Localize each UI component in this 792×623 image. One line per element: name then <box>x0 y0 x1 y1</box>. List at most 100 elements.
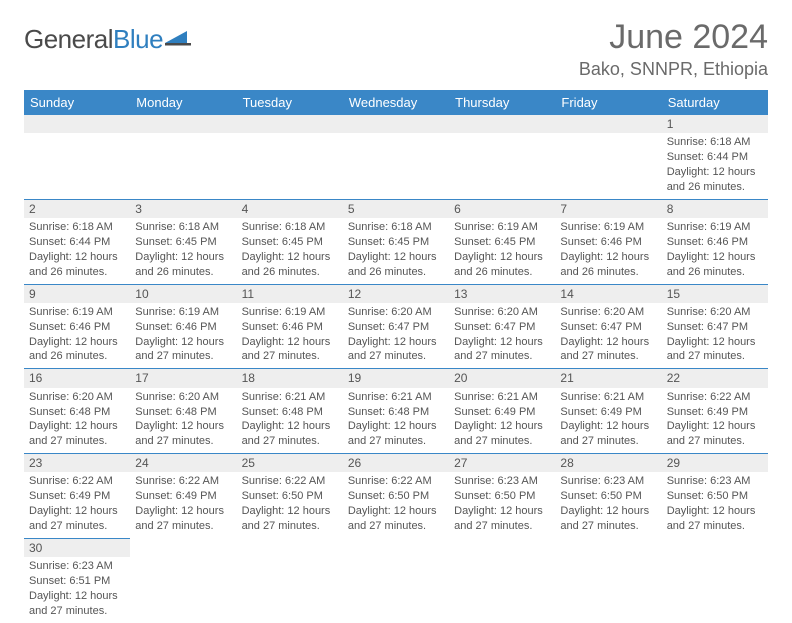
day-line-d2: and 27 minutes. <box>29 519 125 534</box>
day-number: 6 <box>449 200 555 218</box>
day-line-sr: Sunrise: 6:21 AM <box>242 390 338 405</box>
day-data: Sunrise: 6:23 AMSunset: 6:51 PMDaylight:… <box>24 557 130 622</box>
day-line-d1: Daylight: 12 hours <box>667 165 763 180</box>
calendar-cell: 29Sunrise: 6:23 AMSunset: 6:50 PMDayligh… <box>662 454 768 539</box>
calendar-cell: 26Sunrise: 6:22 AMSunset: 6:50 PMDayligh… <box>343 454 449 539</box>
day-line-d1: Daylight: 12 hours <box>135 335 231 350</box>
day-line-d2: and 27 minutes. <box>135 519 231 534</box>
day-line-d1: Daylight: 12 hours <box>29 250 125 265</box>
day-line-sr: Sunrise: 6:19 AM <box>242 305 338 320</box>
day-data: Sunrise: 6:18 AMSunset: 6:45 PMDaylight:… <box>130 218 236 283</box>
calendar-cell: 25Sunrise: 6:22 AMSunset: 6:50 PMDayligh… <box>237 454 343 539</box>
day-line-d2: and 27 minutes. <box>454 434 550 449</box>
day-number: 1 <box>662 115 768 133</box>
day-line-d2: and 27 minutes. <box>667 434 763 449</box>
weekday-header: Sunday <box>24 90 130 115</box>
day-data: Sunrise: 6:23 AMSunset: 6:50 PMDaylight:… <box>449 472 555 537</box>
day-line-sr: Sunrise: 6:20 AM <box>454 305 550 320</box>
day-line-d1: Daylight: 12 hours <box>454 250 550 265</box>
day-line-d1: Daylight: 12 hours <box>135 504 231 519</box>
day-line-d2: and 26 minutes. <box>560 265 656 280</box>
location: Bako, SNNPR, Ethiopia <box>579 59 768 80</box>
calendar-cell: 28Sunrise: 6:23 AMSunset: 6:50 PMDayligh… <box>555 454 661 539</box>
day-number: 30 <box>24 539 130 557</box>
day-line-ss: Sunset: 6:46 PM <box>29 320 125 335</box>
day-line-d2: and 27 minutes. <box>560 434 656 449</box>
calendar-cell: 11Sunrise: 6:19 AMSunset: 6:46 PMDayligh… <box>237 284 343 369</box>
calendar-cell: 17Sunrise: 6:20 AMSunset: 6:48 PMDayligh… <box>130 369 236 454</box>
day-line-d1: Daylight: 12 hours <box>348 335 444 350</box>
day-line-d2: and 26 minutes. <box>29 349 125 364</box>
day-line-d2: and 27 minutes. <box>135 434 231 449</box>
day-line-sr: Sunrise: 6:21 AM <box>454 390 550 405</box>
day-line-sr: Sunrise: 6:23 AM <box>667 474 763 489</box>
calendar-cell <box>130 538 236 622</box>
weekday-header: Thursday <box>449 90 555 115</box>
day-line-sr: Sunrise: 6:22 AM <box>135 474 231 489</box>
day-line-ss: Sunset: 6:49 PM <box>667 405 763 420</box>
calendar-cell: 5Sunrise: 6:18 AMSunset: 6:45 PMDaylight… <box>343 199 449 284</box>
day-line-d2: and 26 minutes. <box>29 265 125 280</box>
flag-icon <box>165 28 193 51</box>
day-data: Sunrise: 6:23 AMSunset: 6:50 PMDaylight:… <box>662 472 768 537</box>
calendar-cell <box>24 115 130 199</box>
day-line-d2: and 26 minutes. <box>454 265 550 280</box>
day-number: 19 <box>343 369 449 387</box>
day-line-ss: Sunset: 6:47 PM <box>454 320 550 335</box>
day-line-d1: Daylight: 12 hours <box>560 335 656 350</box>
day-data: Sunrise: 6:18 AMSunset: 6:44 PMDaylight:… <box>24 218 130 283</box>
empty-day-bar <box>24 115 130 133</box>
day-number: 12 <box>343 285 449 303</box>
calendar-row: 16Sunrise: 6:20 AMSunset: 6:48 PMDayligh… <box>24 369 768 454</box>
day-data: Sunrise: 6:20 AMSunset: 6:47 PMDaylight:… <box>662 303 768 368</box>
day-line-sr: Sunrise: 6:20 AM <box>560 305 656 320</box>
day-line-d2: and 27 minutes. <box>454 519 550 534</box>
calendar-cell <box>449 115 555 199</box>
day-line-sr: Sunrise: 6:20 AM <box>29 390 125 405</box>
day-line-d2: and 27 minutes. <box>242 434 338 449</box>
brand-part1: General <box>24 24 113 54</box>
day-line-d2: and 27 minutes. <box>454 349 550 364</box>
calendar-cell: 16Sunrise: 6:20 AMSunset: 6:48 PMDayligh… <box>24 369 130 454</box>
calendar-cell: 27Sunrise: 6:23 AMSunset: 6:50 PMDayligh… <box>449 454 555 539</box>
calendar-cell: 10Sunrise: 6:19 AMSunset: 6:46 PMDayligh… <box>130 284 236 369</box>
day-line-d1: Daylight: 12 hours <box>29 504 125 519</box>
day-line-d2: and 27 minutes. <box>667 349 763 364</box>
weekday-header: Friday <box>555 90 661 115</box>
day-line-d1: Daylight: 12 hours <box>29 419 125 434</box>
calendar-body: 1Sunrise: 6:18 AMSunset: 6:44 PMDaylight… <box>24 115 768 623</box>
calendar-cell: 7Sunrise: 6:19 AMSunset: 6:46 PMDaylight… <box>555 199 661 284</box>
day-data: Sunrise: 6:20 AMSunset: 6:47 PMDaylight:… <box>449 303 555 368</box>
day-line-sr: Sunrise: 6:22 AM <box>242 474 338 489</box>
day-number: 5 <box>343 200 449 218</box>
day-data: Sunrise: 6:18 AMSunset: 6:44 PMDaylight:… <box>662 133 768 198</box>
day-line-d2: and 27 minutes. <box>242 519 338 534</box>
day-line-ss: Sunset: 6:50 PM <box>242 489 338 504</box>
day-line-d2: and 27 minutes. <box>667 519 763 534</box>
calendar-row: 2Sunrise: 6:18 AMSunset: 6:44 PMDaylight… <box>24 199 768 284</box>
empty-day-bar <box>343 115 449 133</box>
day-number: 11 <box>237 285 343 303</box>
weekday-header: Monday <box>130 90 236 115</box>
day-data: Sunrise: 6:18 AMSunset: 6:45 PMDaylight:… <box>343 218 449 283</box>
day-data: Sunrise: 6:22 AMSunset: 6:50 PMDaylight:… <box>343 472 449 537</box>
day-line-ss: Sunset: 6:50 PM <box>667 489 763 504</box>
day-number: 29 <box>662 454 768 472</box>
weekday-header: Wednesday <box>343 90 449 115</box>
calendar-cell: 9Sunrise: 6:19 AMSunset: 6:46 PMDaylight… <box>24 284 130 369</box>
day-number: 28 <box>555 454 661 472</box>
day-number: 23 <box>24 454 130 472</box>
day-number: 26 <box>343 454 449 472</box>
day-line-ss: Sunset: 6:48 PM <box>29 405 125 420</box>
calendar-cell: 12Sunrise: 6:20 AMSunset: 6:47 PMDayligh… <box>343 284 449 369</box>
calendar-cell <box>237 115 343 199</box>
day-line-sr: Sunrise: 6:22 AM <box>29 474 125 489</box>
day-line-sr: Sunrise: 6:23 AM <box>454 474 550 489</box>
day-line-d2: and 26 minutes. <box>667 265 763 280</box>
weekday-header: Saturday <box>662 90 768 115</box>
day-line-sr: Sunrise: 6:19 AM <box>454 220 550 235</box>
day-line-d2: and 27 minutes. <box>135 349 231 364</box>
calendar-cell: 2Sunrise: 6:18 AMSunset: 6:44 PMDaylight… <box>24 199 130 284</box>
day-data: Sunrise: 6:22 AMSunset: 6:49 PMDaylight:… <box>662 388 768 453</box>
day-line-ss: Sunset: 6:44 PM <box>29 235 125 250</box>
